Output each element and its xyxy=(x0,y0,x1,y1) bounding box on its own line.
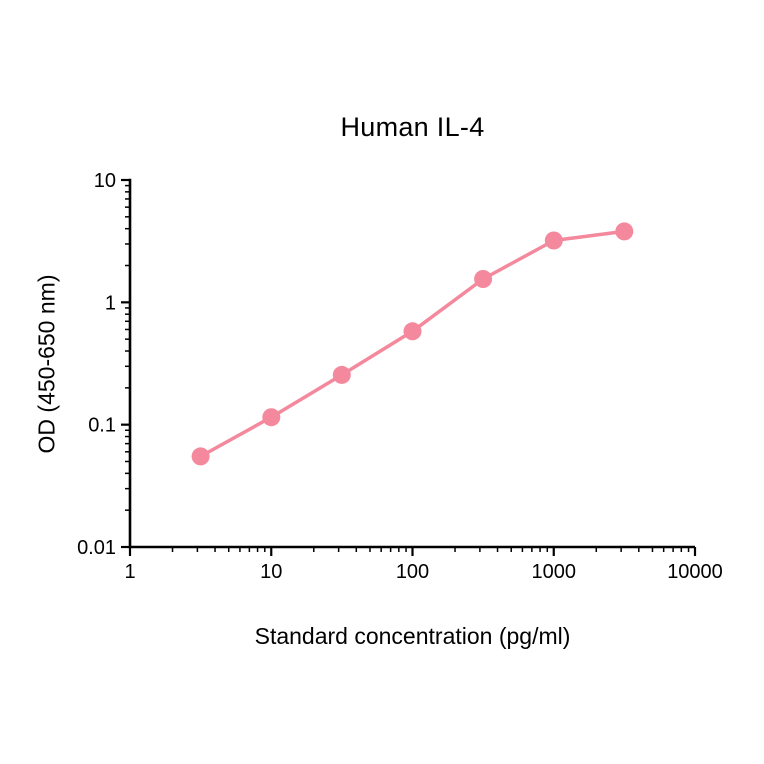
y-tick-label: 0.01 xyxy=(77,537,116,559)
y-tick-label: 10 xyxy=(94,170,116,192)
data-point xyxy=(191,447,210,466)
data-point xyxy=(403,322,422,341)
x-tick-label: 10000 xyxy=(667,561,723,583)
data-point xyxy=(262,408,281,427)
chart-title: Human IL-4 xyxy=(340,112,485,142)
x-tick-label: 100 xyxy=(396,561,429,583)
y-tick-label: 1 xyxy=(105,292,116,314)
data-point xyxy=(615,222,634,241)
data-point xyxy=(332,365,351,384)
y-tick-label: 0.1 xyxy=(88,415,116,437)
data-point xyxy=(474,270,493,288)
x-tick-label: 1000 xyxy=(532,561,577,583)
x-tick-label: 1 xyxy=(124,561,135,583)
x-axis-label: Standard concentration (pg/ml) xyxy=(254,623,571,649)
data-point xyxy=(544,231,563,250)
x-tick-label: 10 xyxy=(260,561,282,583)
